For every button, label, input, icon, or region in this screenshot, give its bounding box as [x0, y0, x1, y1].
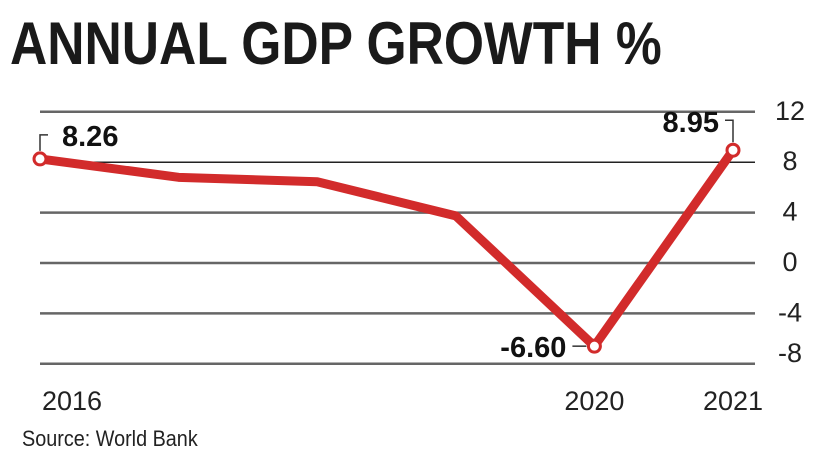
y-tick-label: 12	[775, 96, 805, 126]
data-point	[586, 338, 602, 354]
source-note: Source: World Bank	[22, 426, 198, 451]
data-label: 8.95	[663, 107, 719, 139]
y-tick-label: 4	[782, 197, 797, 227]
label-leader	[39, 134, 48, 151]
data-label: -6.60	[500, 332, 566, 364]
data-point	[32, 151, 48, 167]
x-tick-label: 2020	[564, 386, 624, 416]
label-leader	[725, 119, 734, 143]
y-tick-label: -4	[778, 297, 802, 327]
y-tick-label: 8	[782, 146, 797, 176]
series-line	[35, 145, 738, 351]
y-tick-label: -8	[778, 338, 802, 368]
data-point	[725, 142, 741, 158]
chart-title: ANNUAL GDP GROWTH %	[10, 10, 662, 77]
data-label: 8.26	[62, 121, 118, 153]
x-tick-label: 2021	[703, 386, 763, 416]
y-tick-label: 0	[782, 247, 797, 277]
x-tick-label: 2016	[42, 386, 102, 416]
